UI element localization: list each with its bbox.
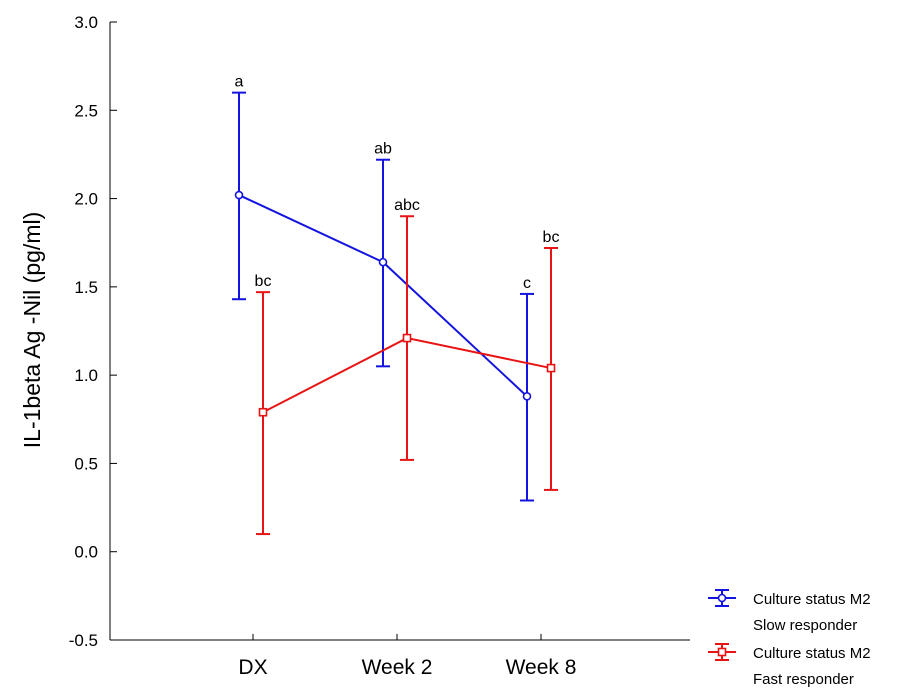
y-tick-label: -0.5: [69, 631, 98, 650]
legend-label-line2: Fast responder: [753, 671, 854, 688]
data-point: [258, 407, 268, 417]
significance-label: ab: [374, 141, 392, 158]
legend-label-line2: Slow responder: [753, 617, 857, 634]
y-tick-label: 2.5: [74, 101, 98, 120]
significance-label: bc: [255, 273, 272, 290]
significance-label: c: [523, 275, 531, 292]
significance-label: a: [235, 74, 244, 91]
legend-marker-circle: [717, 593, 727, 603]
data-point: [546, 363, 556, 373]
y-tick-label: 3.0: [74, 13, 98, 32]
y-axis-title: IL-1beta Ag -Nil (pg/ml): [19, 212, 45, 448]
legend-item: Culture status M2 Fast responder: [708, 643, 871, 688]
x-tick-label: Week 2: [362, 656, 433, 679]
legend-item: Culture status M2 Slow responder: [708, 589, 871, 634]
x-tick-label: Week 8: [506, 656, 577, 679]
legend-marker-square: [717, 647, 727, 657]
x-ticks: DX Week 2 Week 8: [238, 634, 576, 679]
y-tick-label: 0.0: [74, 543, 98, 562]
data-point: [378, 257, 388, 267]
data-point: [522, 392, 532, 401]
data-point: [402, 333, 412, 343]
axes: [109, 22, 690, 641]
significance-label: bc: [543, 229, 560, 246]
y-ticks: 3.0 2.5 2.0 1.5 1.0 0.5 0.0 -0.5: [69, 13, 117, 650]
y-tick-label: 0.5: [74, 454, 98, 473]
significance-label: abc: [394, 197, 420, 214]
legend-label-line1: Culture status M2: [753, 645, 871, 662]
series-fast-responder: bc abc bc: [255, 197, 560, 536]
legend-label-line1: Culture status M2: [753, 591, 871, 608]
y-tick-label: 2.0: [74, 190, 98, 209]
y-tick-label: 1.0: [74, 366, 98, 385]
y-tick-label: 1.5: [74, 278, 98, 297]
x-tick-label: DX: [238, 656, 267, 679]
data-point: [234, 190, 244, 200]
